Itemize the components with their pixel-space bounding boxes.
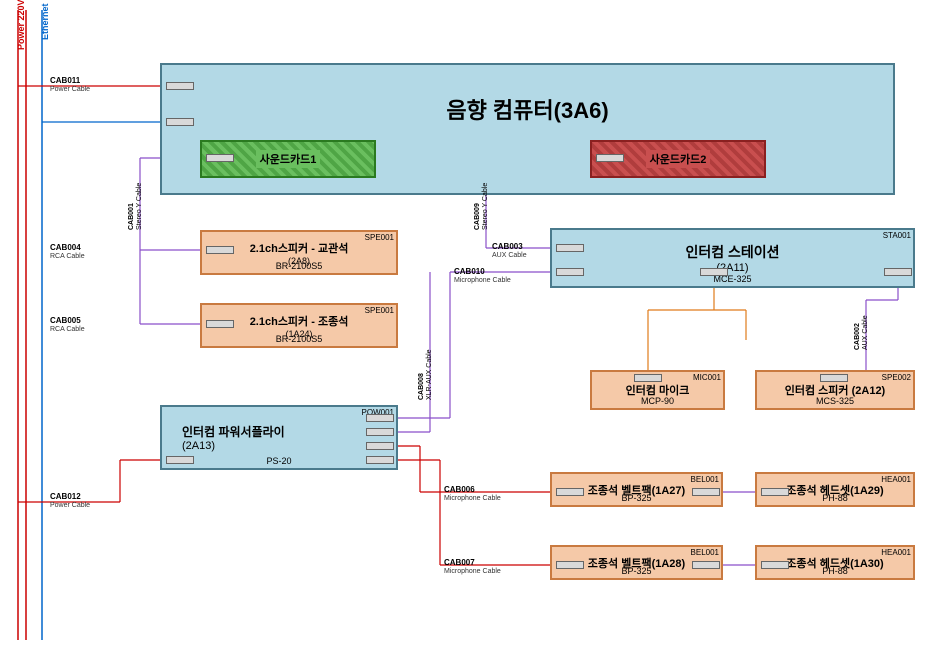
- port: [166, 82, 194, 90]
- cab008-sub: XLR-AUX Cable: [426, 349, 433, 400]
- pow-title: 인터컴 파워서플라이: [162, 423, 396, 440]
- port: [166, 118, 194, 126]
- cab001-label: CAB001: [128, 203, 135, 230]
- port: [761, 561, 789, 569]
- cab010-sub: Microphone Cable: [454, 277, 511, 284]
- cab003-label: CAB003: [492, 242, 523, 251]
- cab007-label: CAB007: [444, 558, 475, 567]
- head2-code: HEA001: [881, 548, 911, 557]
- port: [166, 456, 194, 464]
- cab002-label: CAB002: [854, 323, 861, 350]
- port: [820, 374, 848, 382]
- port: [596, 154, 624, 162]
- port: [366, 456, 394, 464]
- station-code: STA001: [883, 231, 911, 240]
- mic-model: MCP-90: [592, 396, 723, 406]
- port: [761, 488, 789, 496]
- port: [556, 244, 584, 252]
- cab009-label: CAB009: [474, 203, 481, 230]
- port: [692, 488, 720, 496]
- pow-sub: (2A13): [162, 440, 396, 452]
- port: [556, 488, 584, 496]
- cab012-sub: Power Cable: [50, 502, 90, 509]
- cab008-label: CAB008: [418, 373, 425, 400]
- main-title: 음향 컴퓨터(3A6): [446, 93, 608, 125]
- speaker2-code: SPE001: [365, 306, 394, 315]
- pow-model: PS-20: [162, 456, 396, 466]
- port: [206, 154, 234, 162]
- soundcard1-title: 사운드카드1: [256, 150, 321, 168]
- power-rail-label: Power 220VAC: [16, 0, 26, 50]
- station-model: MCE-325: [552, 274, 913, 284]
- cab004-sub: RCA Cable: [50, 253, 85, 260]
- speaker1-code: SPE001: [365, 233, 394, 242]
- intspk-model: MCS-325: [757, 396, 913, 406]
- belt2-code: BEL001: [691, 548, 719, 557]
- cab002-sub: AUX Cable: [862, 315, 869, 350]
- ethernet-rail-label: Ethernet: [40, 3, 50, 40]
- cab011-sub: Power Cable: [50, 86, 90, 93]
- cab012-label: CAB012: [50, 492, 81, 501]
- port: [692, 561, 720, 569]
- port: [366, 428, 394, 436]
- cab001-sub: Stereo Y Cable: [136, 183, 143, 230]
- speaker2-model: BR-2100S5: [202, 334, 396, 344]
- station-box: 인터컴 스테이션 (2A11) MCE-325 STA001: [550, 228, 915, 288]
- port: [366, 442, 394, 450]
- port: [884, 268, 912, 276]
- head1-code: HEA001: [881, 475, 911, 484]
- mic-code: MIC001: [693, 373, 721, 382]
- cab007-sub: Microphone Cable: [444, 568, 501, 575]
- speaker2-title: 2.1ch스피커 - 조종석: [250, 313, 349, 329]
- cab003-sub: AUX Cable: [492, 252, 527, 259]
- port: [556, 268, 584, 276]
- cab004-label: CAB004: [50, 243, 81, 252]
- station-title: 인터컴 스테이션: [685, 242, 779, 262]
- cab009-sub: Stereo Y Cable: [482, 183, 489, 230]
- port: [556, 561, 584, 569]
- powersupply-box: 인터컴 파워서플라이 (2A13) PS-20 POW001: [160, 405, 398, 470]
- diagram-canvas: Power 220VAC Ethernet 음향 컴퓨터(3A6) 사운드카드1…: [0, 0, 932, 648]
- cab010-label: CAB010: [454, 267, 485, 276]
- cab005-sub: RCA Cable: [50, 326, 85, 333]
- belt1-code: BEL001: [691, 475, 719, 484]
- port: [206, 320, 234, 328]
- soundcard2-title: 사운드카드2: [646, 150, 711, 168]
- intspk-code: SPE002: [882, 373, 911, 382]
- port: [366, 414, 394, 422]
- port: [634, 374, 662, 382]
- speaker1-model: BR-2100S5: [202, 261, 396, 271]
- cab006-label: CAB006: [444, 485, 475, 494]
- speaker1-title: 2.1ch스피커 - 교관석: [250, 240, 349, 256]
- cab011-label: CAB011: [50, 76, 80, 85]
- port: [700, 268, 728, 276]
- cab006-sub: Microphone Cable: [444, 495, 501, 502]
- port: [206, 246, 234, 254]
- cab005-label: CAB005: [50, 316, 81, 325]
